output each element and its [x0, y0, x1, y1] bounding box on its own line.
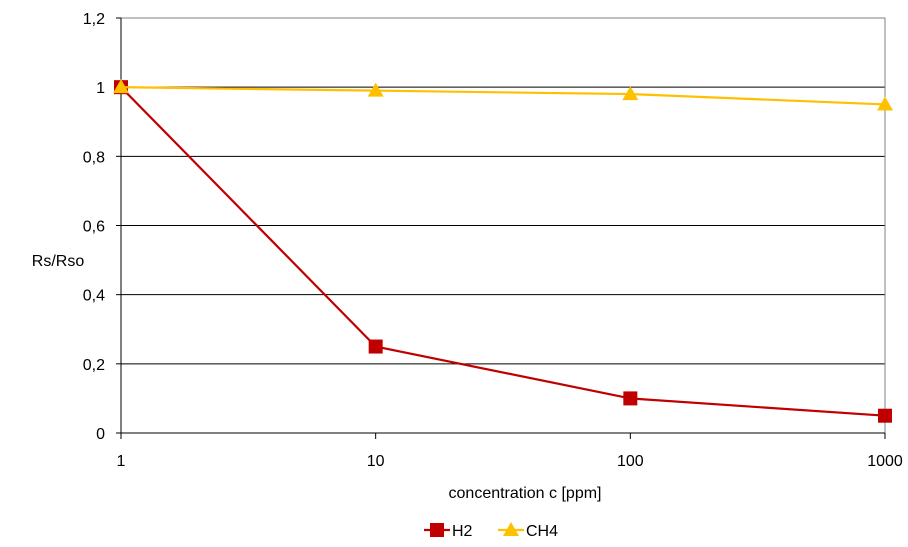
- series-line-h2: [120, 86, 886, 417]
- y-axis-title: Rs/Rso: [32, 253, 85, 270]
- data-point-ch4: [113, 79, 129, 94]
- x-axis-title: concentration c [ppm]: [449, 485, 602, 502]
- x-tick-label: 1000: [867, 453, 903, 470]
- legend-label-ch4: CH4: [526, 523, 558, 540]
- legend-item-ch4: CH4: [498, 522, 558, 540]
- legend-marker-ch4: [503, 522, 519, 536]
- data-point-h2: [368, 339, 383, 354]
- x-axis-ticks: 1 10 100 1000: [117, 18, 903, 470]
- series-ch4: [113, 79, 893, 111]
- legend: H2 CH4: [424, 522, 558, 540]
- y-tick-label: 0,6: [83, 219, 105, 236]
- y-tick-label: 0,8: [83, 149, 105, 166]
- y-tick-label: 0,2: [83, 357, 105, 374]
- series-h2: [114, 80, 892, 423]
- legend-label-h2: H2: [452, 523, 473, 540]
- series-line-ch4: [120, 86, 886, 106]
- y-tick-label: 1,2: [83, 11, 105, 28]
- legend-marker-h2: [430, 523, 444, 537]
- legend-item-h2: H2: [424, 523, 473, 540]
- gridlines: [121, 17, 885, 365]
- data-point-h2: [878, 408, 892, 423]
- y-tick-label: 0,4: [83, 288, 105, 305]
- data-point-ch4: [877, 96, 893, 111]
- y-axis-ticks: 0 0,2 0,4 0,6 0,8 1 1,2: [83, 11, 121, 443]
- series-layer: [113, 79, 893, 423]
- data-point-ch4: [622, 86, 639, 101]
- data-point-ch4: [367, 82, 384, 97]
- y-tick-label: 1: [96, 80, 105, 97]
- y-tick-label: 0: [96, 426, 105, 443]
- data-point-h2: [623, 391, 638, 406]
- x-tick-label: 10: [367, 453, 385, 470]
- x-tick-label: 100: [617, 453, 644, 470]
- x-tick-label: 1: [117, 453, 126, 470]
